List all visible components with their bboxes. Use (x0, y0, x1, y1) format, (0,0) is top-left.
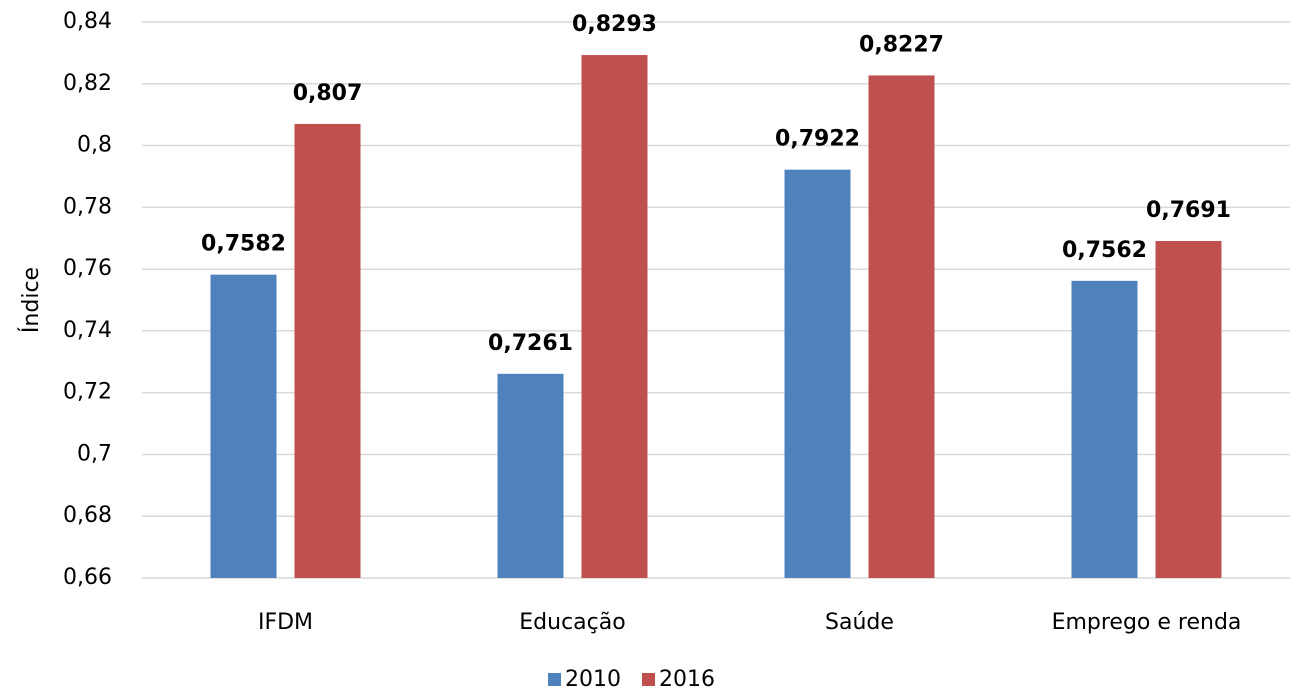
data-label: 0,8227 (859, 32, 944, 57)
bar (210, 274, 277, 578)
data-label: 0,7922 (775, 127, 860, 152)
x-tick-label: Saúde (825, 610, 894, 635)
y-tick-label: 0,74 (63, 318, 112, 343)
legend-swatch (548, 673, 561, 686)
data-label: 0,7691 (1146, 198, 1231, 223)
y-tick-label: 0,84 (63, 9, 112, 34)
y-tick-label: 0,7 (77, 441, 112, 466)
y-tick-label: 0,78 (63, 194, 112, 219)
bar (581, 55, 648, 579)
bar (784, 169, 851, 578)
x-tick-label: Emprego e renda (1052, 610, 1242, 635)
legend-swatch (642, 673, 655, 686)
data-label: 0,8293 (572, 12, 657, 37)
legend-label: 2010 (565, 667, 621, 691)
y-axis-label: Índice (18, 267, 44, 333)
data-label: 0,7261 (488, 331, 573, 356)
y-tick-label: 0,66 (63, 565, 112, 590)
data-label: 0,7582 (201, 232, 286, 257)
legend-label: 2016 (659, 667, 715, 691)
data-label: 0,807 (293, 81, 363, 106)
y-tick-label: 0,72 (63, 380, 112, 405)
x-tick-label: IFDM (258, 610, 313, 635)
bar (1155, 241, 1222, 578)
y-tick-label: 0,76 (63, 256, 112, 281)
y-tick-label: 0,8 (77, 133, 112, 158)
bar (1071, 280, 1138, 578)
bar (294, 123, 361, 578)
y-tick-label: 0,82 (63, 71, 112, 96)
x-tick-label: Educação (519, 610, 625, 635)
bar (497, 373, 564, 578)
data-label: 0,7562 (1062, 238, 1147, 263)
y-tick-label: 0,68 (63, 503, 112, 528)
bar (868, 75, 935, 578)
